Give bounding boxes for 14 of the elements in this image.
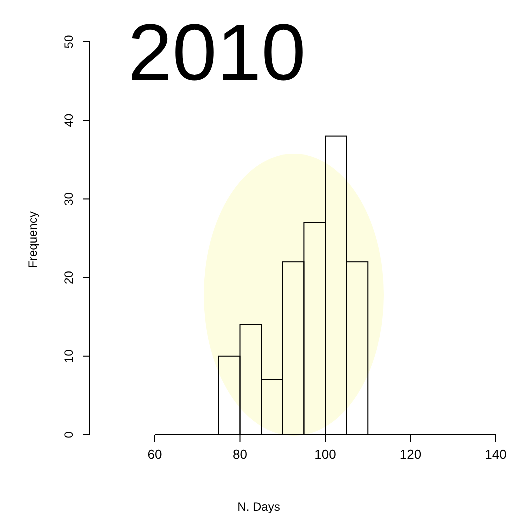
y-tick-label: 50 (62, 35, 76, 49)
y-tick-label: 20 (62, 270, 76, 284)
x-tick-label: 100 (314, 447, 336, 462)
y-axis-title: Frequency (26, 212, 40, 268)
x-axis-title: N. Days (238, 500, 280, 514)
x-tick-label: 120 (400, 447, 422, 462)
chart-title: 2010 (128, 8, 306, 98)
y-tick-label: 40 (62, 114, 76, 128)
x-tick-label: 80 (233, 447, 248, 462)
x-tick-label: 60 (148, 447, 162, 462)
x-tick-label: 140 (485, 447, 507, 462)
y-tick-label: 0 (62, 431, 76, 438)
y-tick-label: 30 (62, 192, 76, 206)
y-tick-label: 10 (62, 349, 76, 364)
